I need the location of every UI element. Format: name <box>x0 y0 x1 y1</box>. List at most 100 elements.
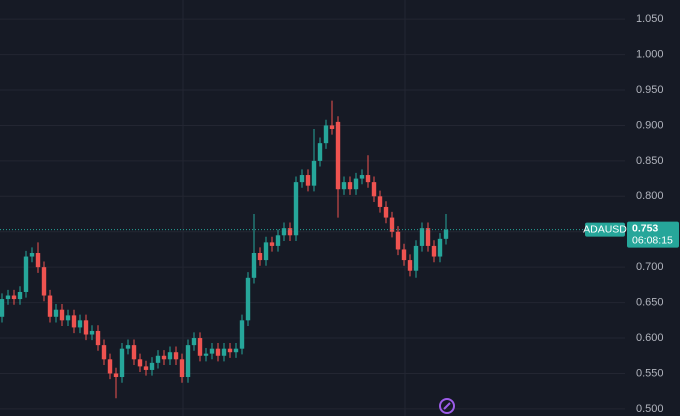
candle-body <box>275 235 281 246</box>
candle-body <box>113 373 119 378</box>
candle-body <box>185 345 191 378</box>
candle-body <box>395 231 401 250</box>
y-tick-label: 0.600 <box>636 332 664 344</box>
candle-body <box>65 315 71 321</box>
candle-body <box>233 348 239 353</box>
candle-body <box>167 352 173 360</box>
candle-body <box>317 143 323 161</box>
candle-body <box>47 295 53 317</box>
candle-body <box>257 253 263 261</box>
candle-body <box>101 345 107 360</box>
candle-body <box>353 178 359 190</box>
candle-body <box>77 320 83 328</box>
y-tick-label: 0.950 <box>636 84 664 96</box>
y-tick-label: 0.550 <box>636 367 664 379</box>
candle-body <box>155 355 161 363</box>
candle-body <box>389 217 395 232</box>
candle-body <box>11 295 17 300</box>
candle-body <box>83 320 89 335</box>
candle-body <box>347 182 353 190</box>
candle-body <box>89 330 95 335</box>
icon-ring <box>439 398 455 414</box>
candle-body <box>107 359 113 374</box>
candle-body <box>215 348 221 356</box>
candle-body <box>323 125 329 144</box>
candle-body <box>245 277 251 321</box>
countdown-label: 06:08:15 <box>632 234 673 246</box>
candle-body <box>5 295 11 300</box>
candle-body <box>281 228 287 236</box>
candle-body <box>401 249 407 261</box>
candle-body <box>197 338 203 356</box>
candle-body <box>125 345 131 349</box>
candle-body <box>335 121 341 190</box>
grid: 0.5000.5500.6000.6500.7000.7500.8000.850… <box>0 13 664 415</box>
candle-body <box>407 260 413 271</box>
candle-body <box>221 348 227 356</box>
y-tick-label: 0.500 <box>636 403 664 415</box>
candle-body <box>287 228 293 236</box>
candle-body <box>209 348 215 354</box>
y-tick-label: 1.000 <box>636 48 664 60</box>
candle-body <box>419 228 425 246</box>
candle-body <box>35 253 41 268</box>
candle-body <box>137 359 143 367</box>
candle-body <box>0 299 5 317</box>
icon-stroke <box>443 402 451 410</box>
candle-body <box>437 238 443 257</box>
candle-body <box>413 245 419 271</box>
candle-body <box>143 366 149 370</box>
candle-body <box>365 175 371 183</box>
candle-body <box>227 348 233 353</box>
candle-body <box>305 175 311 186</box>
candle-body <box>425 228 431 246</box>
candle-body <box>161 355 167 360</box>
candle-body <box>95 330 101 346</box>
replay-icon[interactable] <box>439 398 455 414</box>
candle-body <box>311 160 317 186</box>
candle-body <box>299 175 305 183</box>
candle-body <box>341 182 347 190</box>
candle-body <box>179 359 185 378</box>
symbol-label: ADAUSD <box>583 223 627 235</box>
candle-body <box>149 362 155 370</box>
candle-body <box>377 196 383 207</box>
y-tick-label: 0.900 <box>636 119 664 131</box>
candle-body <box>17 291 23 300</box>
candle-body <box>359 175 365 179</box>
y-tick-label: 0.650 <box>636 297 664 309</box>
candle-body <box>119 348 125 378</box>
candle-body <box>251 253 257 278</box>
candle-body <box>203 353 209 356</box>
candle-body <box>443 229 449 239</box>
candle-body <box>59 309 65 321</box>
candle-body <box>53 309 59 317</box>
candle-body <box>329 125 335 129</box>
candle-body <box>269 242 275 246</box>
candle-body <box>71 315 77 328</box>
symbol-tag <box>585 222 625 237</box>
candle-body <box>371 182 377 197</box>
candle-body <box>191 338 197 346</box>
candle-body <box>263 242 269 261</box>
y-tick-label: 1.050 <box>636 13 664 25</box>
candle-body <box>23 256 29 292</box>
price-tag <box>627 221 679 248</box>
candles <box>0 100 449 399</box>
candle-body <box>173 352 179 360</box>
candle-body <box>293 182 299 236</box>
y-tick-label: 0.700 <box>636 261 664 273</box>
candle-body <box>41 267 47 296</box>
candle-body <box>383 206 389 218</box>
candle-body <box>29 253 35 257</box>
candle-body <box>431 245 437 257</box>
y-tick-label: 0.850 <box>636 155 664 167</box>
candle-body <box>239 320 245 349</box>
candle-body <box>131 345 137 360</box>
y-tick-label: 0.800 <box>636 190 664 202</box>
price-label: 0.753 <box>632 222 658 234</box>
